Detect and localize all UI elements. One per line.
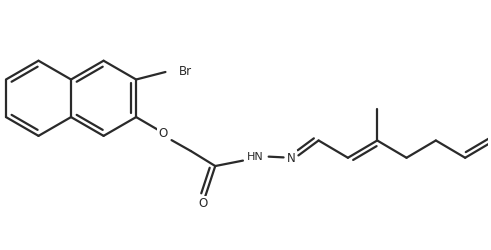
Text: N: N bbox=[287, 151, 296, 164]
Text: Br: Br bbox=[179, 64, 192, 77]
Text: O: O bbox=[158, 126, 167, 139]
Text: HN: HN bbox=[246, 151, 263, 161]
Text: O: O bbox=[198, 197, 207, 209]
